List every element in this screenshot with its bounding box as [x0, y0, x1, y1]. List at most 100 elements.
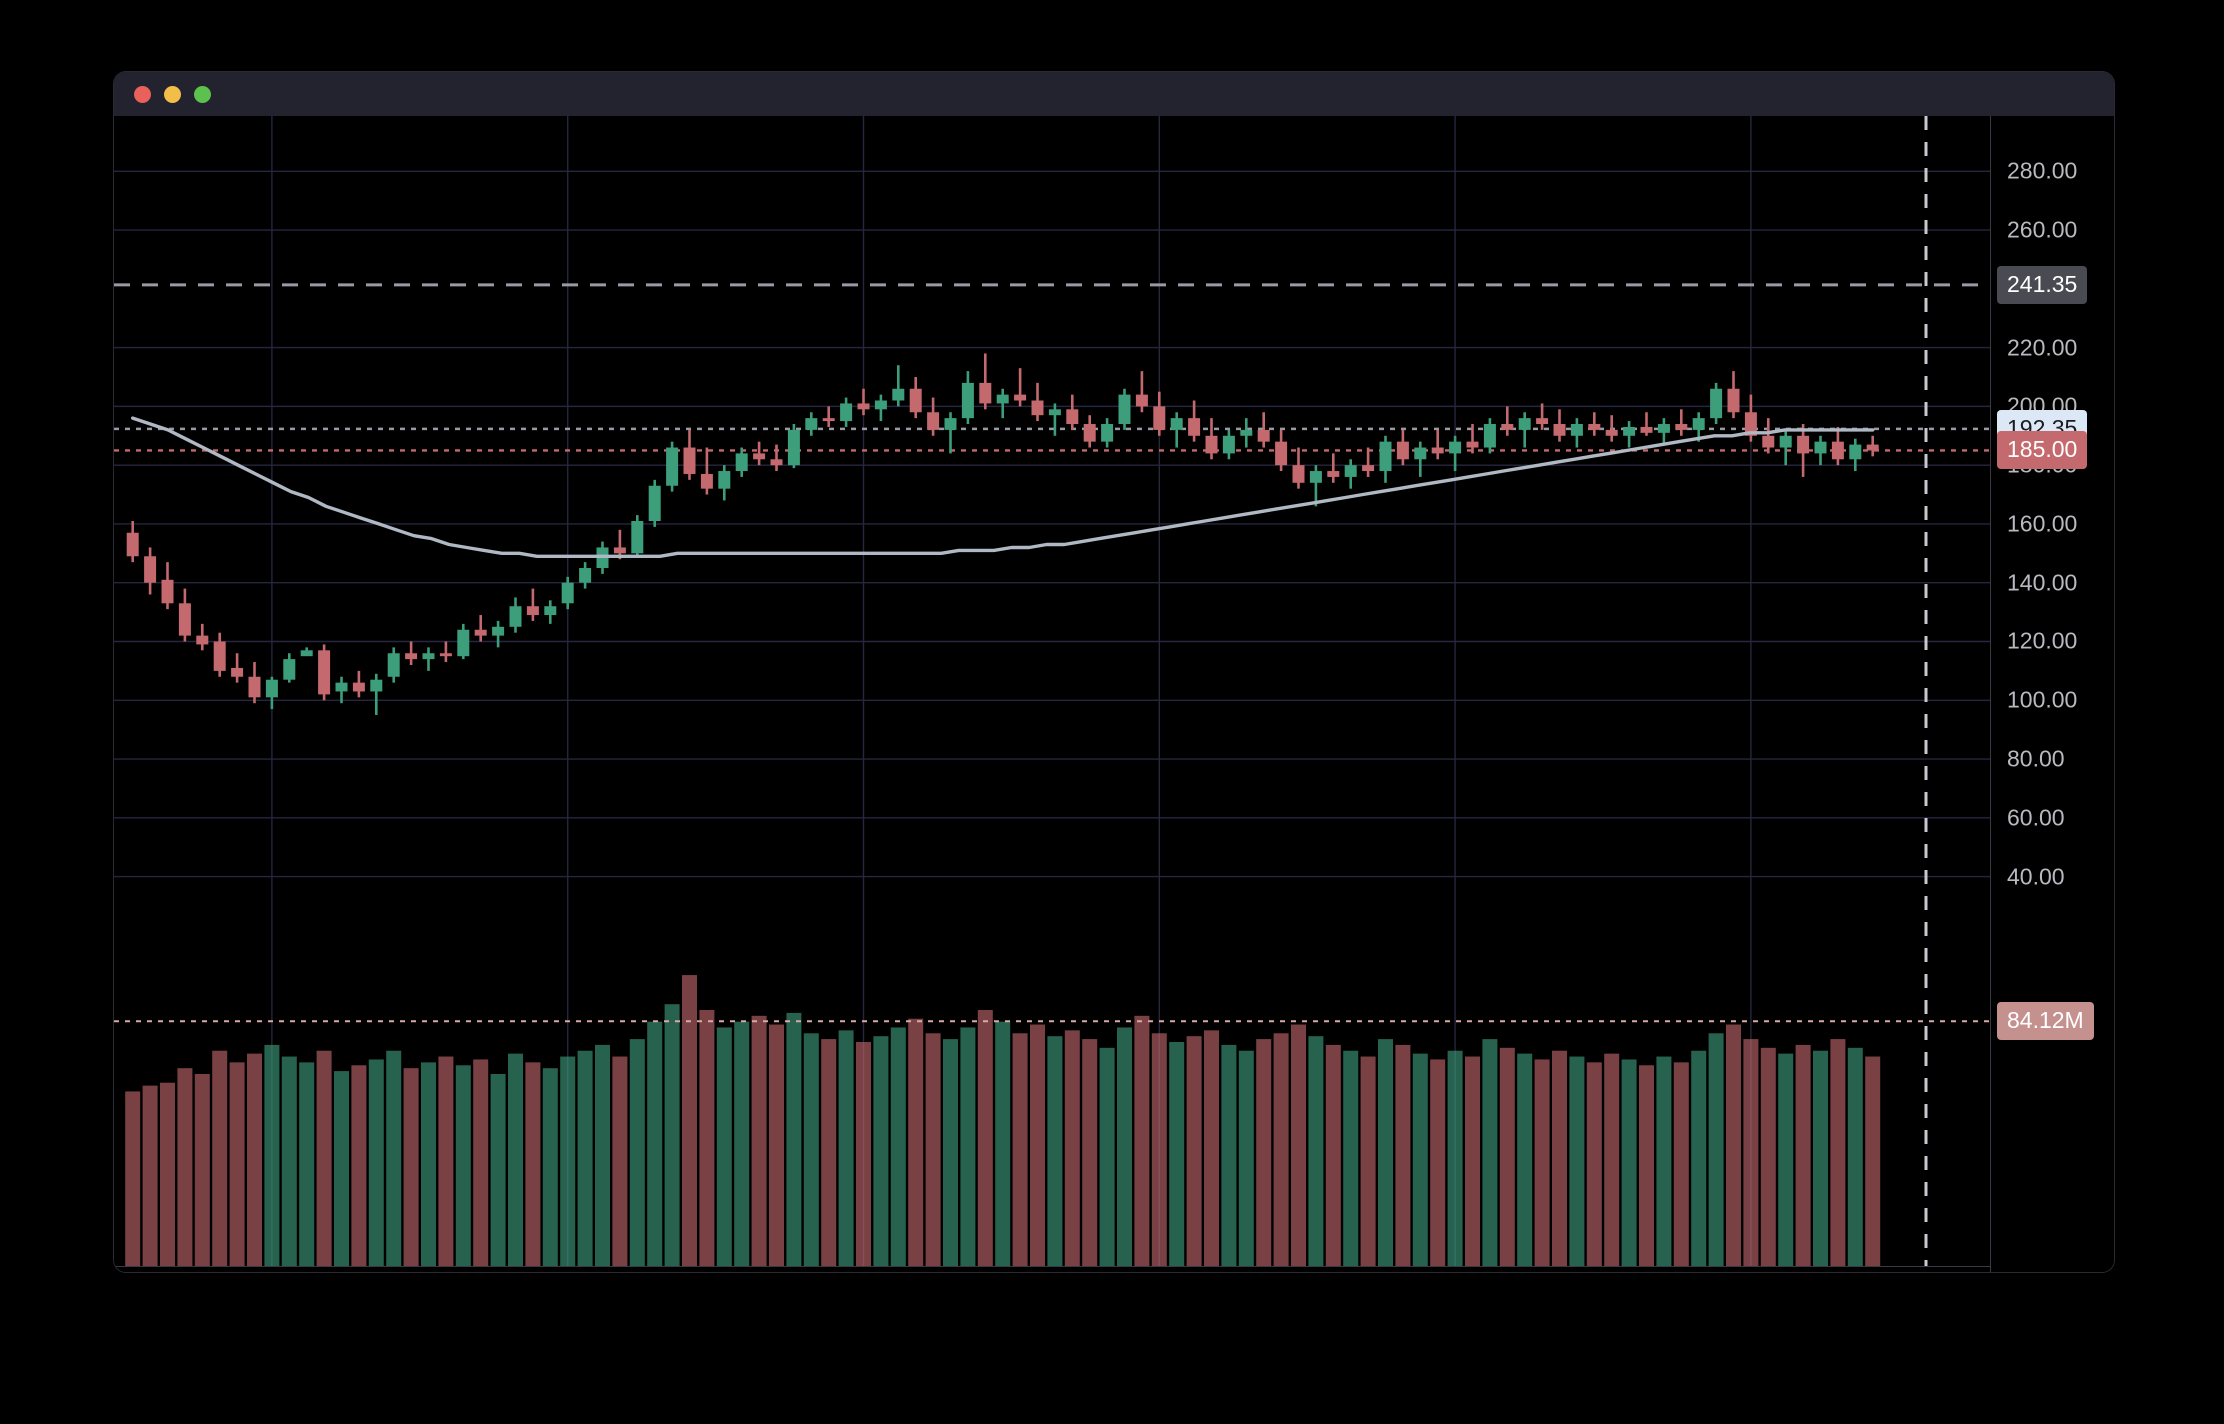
candle-body: [1170, 418, 1183, 430]
candle-body: [178, 603, 191, 636]
volume-bar: [577, 1050, 593, 1266]
candle-body: [1657, 424, 1670, 433]
last-price-badge[interactable]: 185.00: [1997, 431, 2088, 470]
candle-body: [1362, 465, 1375, 472]
volume-bar: [1012, 1033, 1028, 1266]
price-axis-tick: 260.00: [2007, 216, 2078, 243]
candle-body: [787, 429, 800, 466]
volume-bar: [1743, 1039, 1759, 1266]
volume-bar: [1673, 1062, 1689, 1266]
volume-bar: [1291, 1024, 1306, 1266]
volume-badge[interactable]: 84.12M: [1997, 1002, 2094, 1041]
candle-body: [1118, 394, 1131, 425]
candle-body: [805, 418, 818, 430]
candle-body: [1066, 409, 1079, 425]
candle-body: [405, 653, 418, 660]
volume-bar: [1726, 1024, 1741, 1266]
candle-body: [492, 626, 505, 636]
candle-body: [1570, 424, 1583, 436]
volume-bar: [194, 1074, 210, 1266]
volume-bar: [542, 1068, 558, 1266]
volume-bar: [873, 1036, 889, 1266]
volume-bar: [925, 1033, 941, 1266]
candle-body: [144, 556, 157, 583]
volume-bar: [977, 1010, 993, 1266]
volume-bar: [1499, 1047, 1515, 1266]
volume-bar: [264, 1044, 280, 1266]
volume-bar: [351, 1065, 367, 1266]
volume-bar: [838, 1030, 854, 1266]
time-axis[interactable]: 202313Feb13Mar13Apr14: [114, 1266, 1990, 1272]
volume-bar: [734, 1021, 750, 1266]
volume-bar: [664, 1004, 680, 1266]
volume-bar: [455, 1065, 471, 1266]
candle-body: [1327, 471, 1340, 477]
volume-bar: [1430, 1059, 1446, 1266]
candlestick-chart[interactable]: [114, 116, 2114, 1272]
volume-bar: [1708, 1033, 1724, 1266]
volume-bar: [1465, 1056, 1480, 1266]
volume-bar: [943, 1039, 958, 1266]
candle-body: [265, 679, 278, 698]
volume-bar: [995, 1021, 1011, 1266]
candle-body: [1396, 441, 1409, 460]
volume-bar: [612, 1056, 628, 1266]
volume-bar: [1204, 1030, 1219, 1266]
candle-body: [1553, 424, 1566, 436]
candle-body: [735, 453, 748, 472]
volume-bar: [1412, 1053, 1428, 1266]
candle-body: [1518, 418, 1531, 430]
candle-body: [526, 606, 539, 616]
candle-body: [909, 388, 922, 413]
candle-body: [231, 667, 244, 677]
volume-bar: [1064, 1030, 1080, 1266]
volume-bar: [821, 1039, 837, 1266]
candle-body: [1692, 418, 1705, 430]
candle-body: [718, 471, 731, 489]
candle-body: [840, 403, 853, 422]
volume-bar: [560, 1056, 576, 1266]
volume-bar: [1273, 1033, 1289, 1266]
candle-body: [213, 641, 226, 671]
volume-bar: [1169, 1042, 1185, 1266]
volume-bar: [142, 1085, 158, 1266]
candle-body: [1101, 424, 1114, 442]
candle-body: [509, 606, 522, 627]
maximize-button[interactable]: [194, 86, 211, 103]
candle-body: [961, 382, 974, 419]
volume-bar: [1082, 1039, 1098, 1266]
volume-bar: [421, 1062, 436, 1266]
candle-body: [1240, 429, 1253, 436]
volume-bar: [473, 1059, 489, 1266]
candle-body: [1031, 400, 1044, 416]
price-axis[interactable]: 280.00260.00220.00200.00180.00160.00140.…: [1990, 116, 2114, 1272]
candle-body: [1188, 418, 1201, 436]
candle-body: [1205, 435, 1218, 454]
candle-body: [1414, 447, 1427, 460]
volume-bar: [856, 1042, 871, 1266]
volume-bar: [1778, 1053, 1794, 1266]
candle-body: [1344, 465, 1357, 477]
candle-body: [1153, 406, 1166, 430]
candle-body: [439, 653, 452, 657]
minimize-button[interactable]: [164, 86, 181, 103]
candle-body: [561, 582, 574, 604]
window-titlebar[interactable]: [114, 72, 2114, 116]
chart-plot-area[interactable]: [114, 116, 2114, 1272]
candle-body: [1292, 465, 1305, 483]
candle-body: [544, 606, 557, 616]
volume-bar: [299, 1062, 315, 1266]
candle-body: [1605, 429, 1618, 436]
price-axis-tick: 100.00: [2007, 686, 2078, 713]
level-badge[interactable]: 241.35: [1997, 265, 2088, 304]
candle-body: [613, 547, 626, 554]
volume-bar: [1569, 1056, 1585, 1266]
volume-bar: [1813, 1050, 1828, 1266]
candle-body: [318, 650, 331, 695]
volume-bar: [595, 1044, 610, 1266]
candle-body: [1257, 429, 1270, 442]
volume-bar: [1621, 1059, 1637, 1266]
close-button[interactable]: [134, 86, 151, 103]
volume-bar: [803, 1033, 819, 1266]
price-axis-tick: 140.00: [2007, 569, 2078, 596]
